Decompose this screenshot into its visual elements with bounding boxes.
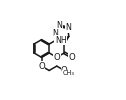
Text: CH₃: CH₃ [62,70,75,76]
Text: N: N [56,21,62,30]
Text: O: O [69,53,75,62]
Text: N: N [65,23,71,32]
Text: O: O [61,66,68,75]
Text: N: N [52,29,58,38]
Text: O: O [38,62,45,71]
Text: O: O [53,53,60,62]
Text: NH: NH [55,36,67,45]
